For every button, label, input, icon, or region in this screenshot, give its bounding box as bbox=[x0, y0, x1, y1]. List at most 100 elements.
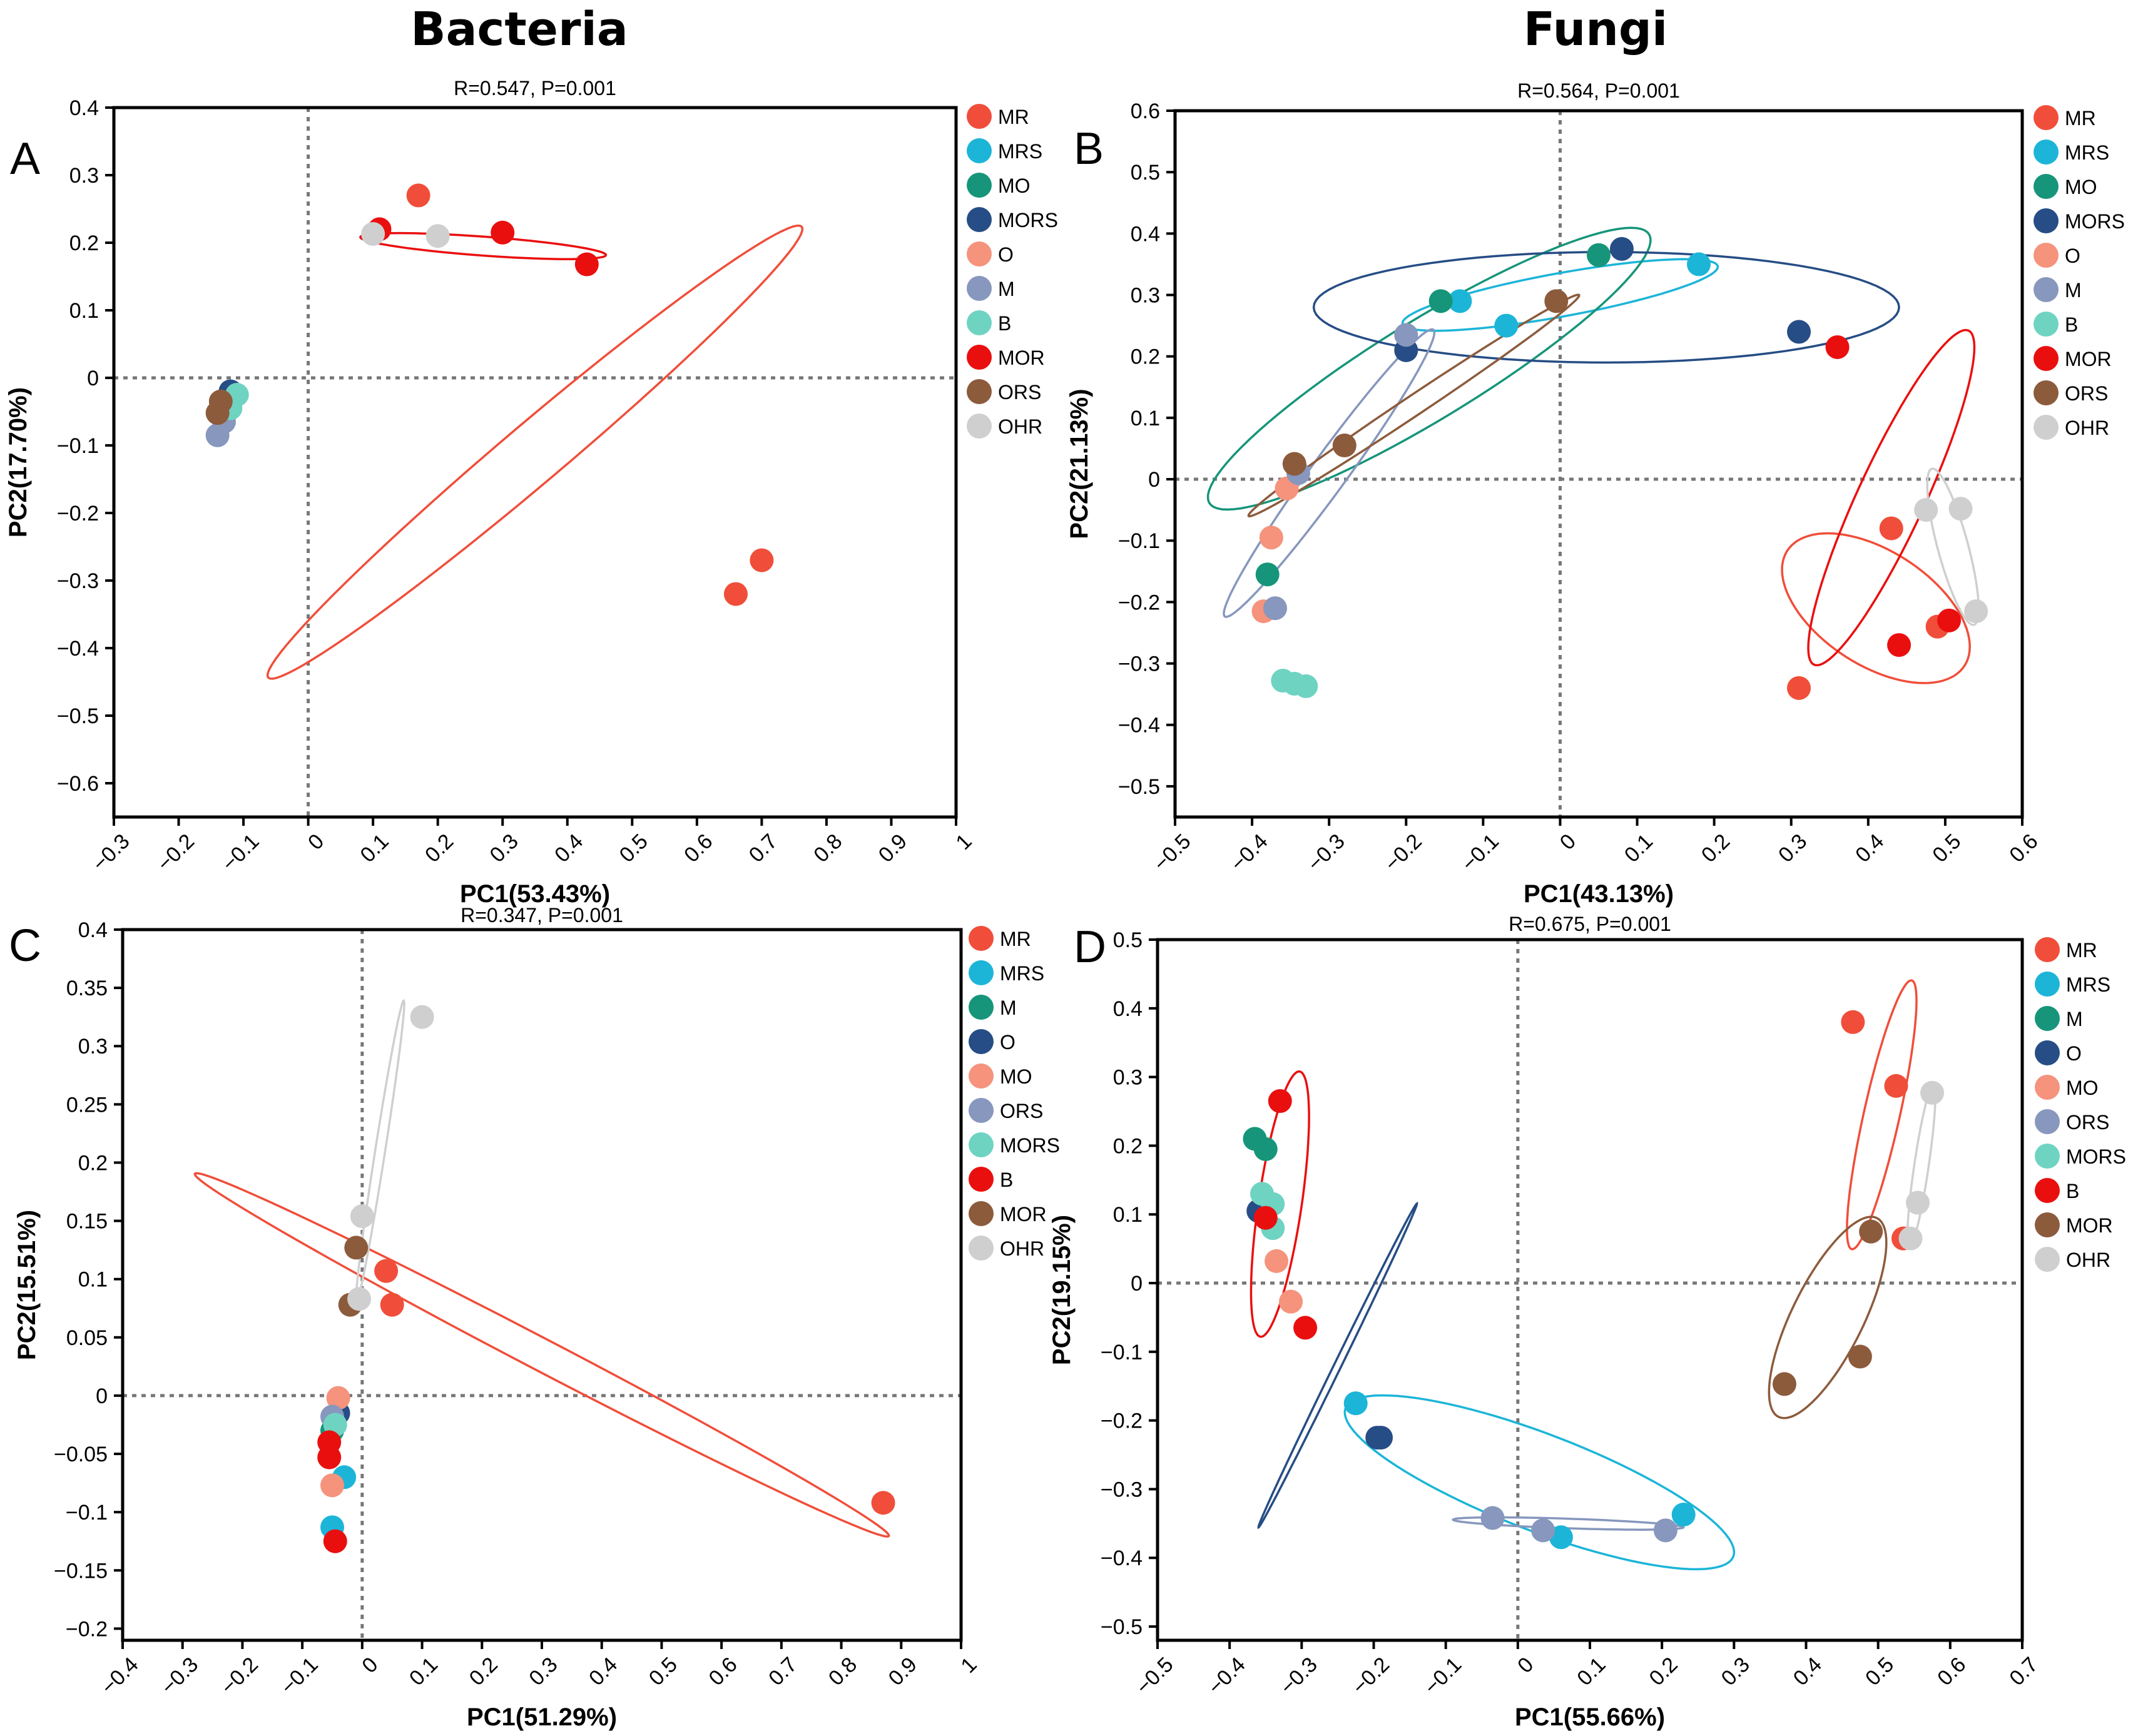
y-tick-label: −0.1 bbox=[57, 434, 99, 458]
confidence-ellipse-ors bbox=[1452, 1516, 1685, 1531]
data-point-b bbox=[1293, 1316, 1318, 1340]
x-tick-label: −0.1 bbox=[1457, 830, 1504, 876]
legend-label-mor: MOR bbox=[998, 347, 1045, 369]
x-tick-label: −0.2 bbox=[1380, 830, 1427, 876]
data-point-o bbox=[1365, 1426, 1390, 1450]
legend-label-ohr: OHR bbox=[2066, 1249, 2110, 1271]
y-tick-label: −0.3 bbox=[1118, 652, 1160, 676]
panel-letter-b: B bbox=[1074, 124, 1104, 174]
data-point-mr bbox=[380, 1292, 404, 1317]
legend-swatch-mrs bbox=[2035, 972, 2060, 997]
legend-label-mrs: MRS bbox=[1000, 962, 1044, 985]
y-tick-label: −0.05 bbox=[54, 1443, 108, 1466]
data-point-mo bbox=[1255, 562, 1280, 587]
x-axis-label: PC1(51.29%) bbox=[467, 1703, 617, 1731]
panel-d-subtitle: R=0.675, P=0.001 bbox=[1509, 913, 1671, 935]
confidence-ellipse-mr bbox=[1846, 979, 1918, 1251]
data-point-o bbox=[1259, 525, 1283, 550]
y-tick-label: 0.1 bbox=[78, 1268, 108, 1292]
data-point-m bbox=[1394, 323, 1418, 347]
legend-swatch-b bbox=[969, 1167, 994, 1192]
legend-label-mor: MOR bbox=[2066, 1214, 2113, 1237]
data-point-m bbox=[1263, 596, 1288, 621]
legend-swatch-o bbox=[967, 241, 992, 266]
x-tick-label: −0.1 bbox=[217, 830, 263, 876]
x-tick-label: 0.6 bbox=[1933, 1653, 1970, 1690]
legend-swatch-ors bbox=[969, 1098, 994, 1123]
panel-a: A R=0.547, P=0.001 −0.3 −0.2 −0.1 0 0.1 0.2 0.3 0… bbox=[4, 77, 1058, 908]
y-tick-label: 0.1 bbox=[1113, 1203, 1143, 1227]
y-tick-label: 0.4 bbox=[78, 918, 108, 942]
y-tick-label: 0.4 bbox=[1113, 997, 1143, 1021]
legend-swatch-mr bbox=[967, 104, 992, 129]
data-point-mrs bbox=[1343, 1391, 1368, 1416]
data-point-mrs bbox=[1687, 252, 1711, 277]
column-title-fungi: Fungi bbox=[1524, 3, 1668, 56]
data-point-mors bbox=[1609, 236, 1634, 261]
legend-label-mors: MORS bbox=[2066, 1145, 2126, 1168]
data-point-mors bbox=[1787, 320, 1811, 344]
legend-label-mor: MOR bbox=[2065, 348, 2112, 370]
confidence-ellipse-o bbox=[1257, 1201, 1418, 1530]
legend-label-ors: ORS bbox=[2065, 382, 2108, 405]
x-tick-label: −0.1 bbox=[1420, 1653, 1466, 1699]
data-point-mr bbox=[750, 548, 774, 572]
data-point-ors bbox=[1332, 434, 1357, 458]
legend-label-m: M bbox=[2065, 279, 2082, 302]
y-tick-label: 0 bbox=[1131, 1272, 1143, 1296]
legend-label-mo: MO bbox=[1000, 1065, 1032, 1088]
y-tick-label: 0.3 bbox=[1113, 1066, 1143, 1090]
x-tick-label: 0.2 bbox=[465, 1653, 502, 1690]
panel-d: D R=0.675, P=0.001 −0.5 −0.4 −0.3 −0.2 −0.1 0 0.… bbox=[1048, 913, 2126, 1731]
legend-label-o: O bbox=[998, 243, 1014, 266]
y-tick-label: −0.6 bbox=[57, 772, 99, 796]
panel-b: B R=0.564, P=0.001 −0.5 −0.4 −0.3 −0.2 −0.1 0 0.… bbox=[1066, 79, 2125, 908]
legend-swatch-b bbox=[967, 310, 992, 335]
data-point-mr bbox=[723, 582, 748, 606]
confidence-ellipse-m bbox=[1223, 328, 1436, 618]
legend-swatch-mor bbox=[967, 345, 992, 370]
column-title-bacteria: Bacteria bbox=[410, 3, 628, 56]
legend-swatch-mor bbox=[969, 1201, 994, 1226]
legend-label-mors: MORS bbox=[998, 209, 1058, 231]
legend-label-b: B bbox=[1000, 1169, 1013, 1191]
y-tick-label: −0.3 bbox=[1101, 1478, 1143, 1501]
y-tick-label: 0.4 bbox=[69, 96, 99, 120]
y-tick-label: 0.1 bbox=[69, 299, 99, 323]
x-tick-label: 0.9 bbox=[874, 830, 912, 867]
legend-swatch-mr bbox=[2035, 937, 2060, 962]
confidence-ellipse-b bbox=[1250, 1070, 1310, 1338]
data-point-ohr bbox=[1914, 498, 1938, 522]
x-tick-label: 0.1 bbox=[1620, 830, 1657, 867]
data-point-b bbox=[323, 1529, 347, 1553]
x-tick-label: 0.1 bbox=[405, 1653, 442, 1690]
legend-label-mor: MOR bbox=[1000, 1203, 1047, 1226]
legend-label-mr: MR bbox=[2065, 107, 2096, 129]
data-point-ohr bbox=[361, 221, 385, 246]
data-point-mor bbox=[491, 220, 515, 245]
x-tick-label: −0.3 bbox=[1303, 830, 1349, 876]
x-axis-label: PC1(43.13%) bbox=[1524, 880, 1674, 908]
x-tick-label: −0.5 bbox=[1131, 1653, 1178, 1699]
data-point-mo bbox=[1587, 243, 1611, 267]
legend-swatch-mr bbox=[969, 926, 994, 951]
legend-swatch-m bbox=[969, 995, 994, 1020]
x-tick-label: 0.7 bbox=[2005, 1653, 2042, 1690]
x-tick-label: 0.1 bbox=[355, 830, 393, 867]
legend-swatch-m bbox=[2034, 277, 2059, 302]
legend-swatch-ohr bbox=[2034, 415, 2059, 440]
x-tick-label: 0.2 bbox=[1645, 1653, 1682, 1690]
y-tick-label: −0.1 bbox=[1101, 1341, 1143, 1364]
legend-label-m: M bbox=[2066, 1008, 2083, 1030]
data-point-mrs bbox=[1549, 1525, 1573, 1550]
legend-swatch-mors bbox=[2035, 1144, 2060, 1169]
legend-label-o: O bbox=[1000, 1031, 1016, 1053]
data-point-mo bbox=[320, 1473, 344, 1498]
y-tick-label: 0.5 bbox=[1131, 161, 1160, 185]
legend-swatch-mor bbox=[2035, 1212, 2060, 1237]
data-point-mr bbox=[1879, 516, 1903, 541]
y-axis-label: PC2(15.51%) bbox=[13, 1210, 41, 1360]
x-tick-label: 0.5 bbox=[644, 1653, 682, 1690]
legend-swatch-o bbox=[2035, 1040, 2060, 1065]
y-tick-label: 0.2 bbox=[1131, 345, 1160, 369]
